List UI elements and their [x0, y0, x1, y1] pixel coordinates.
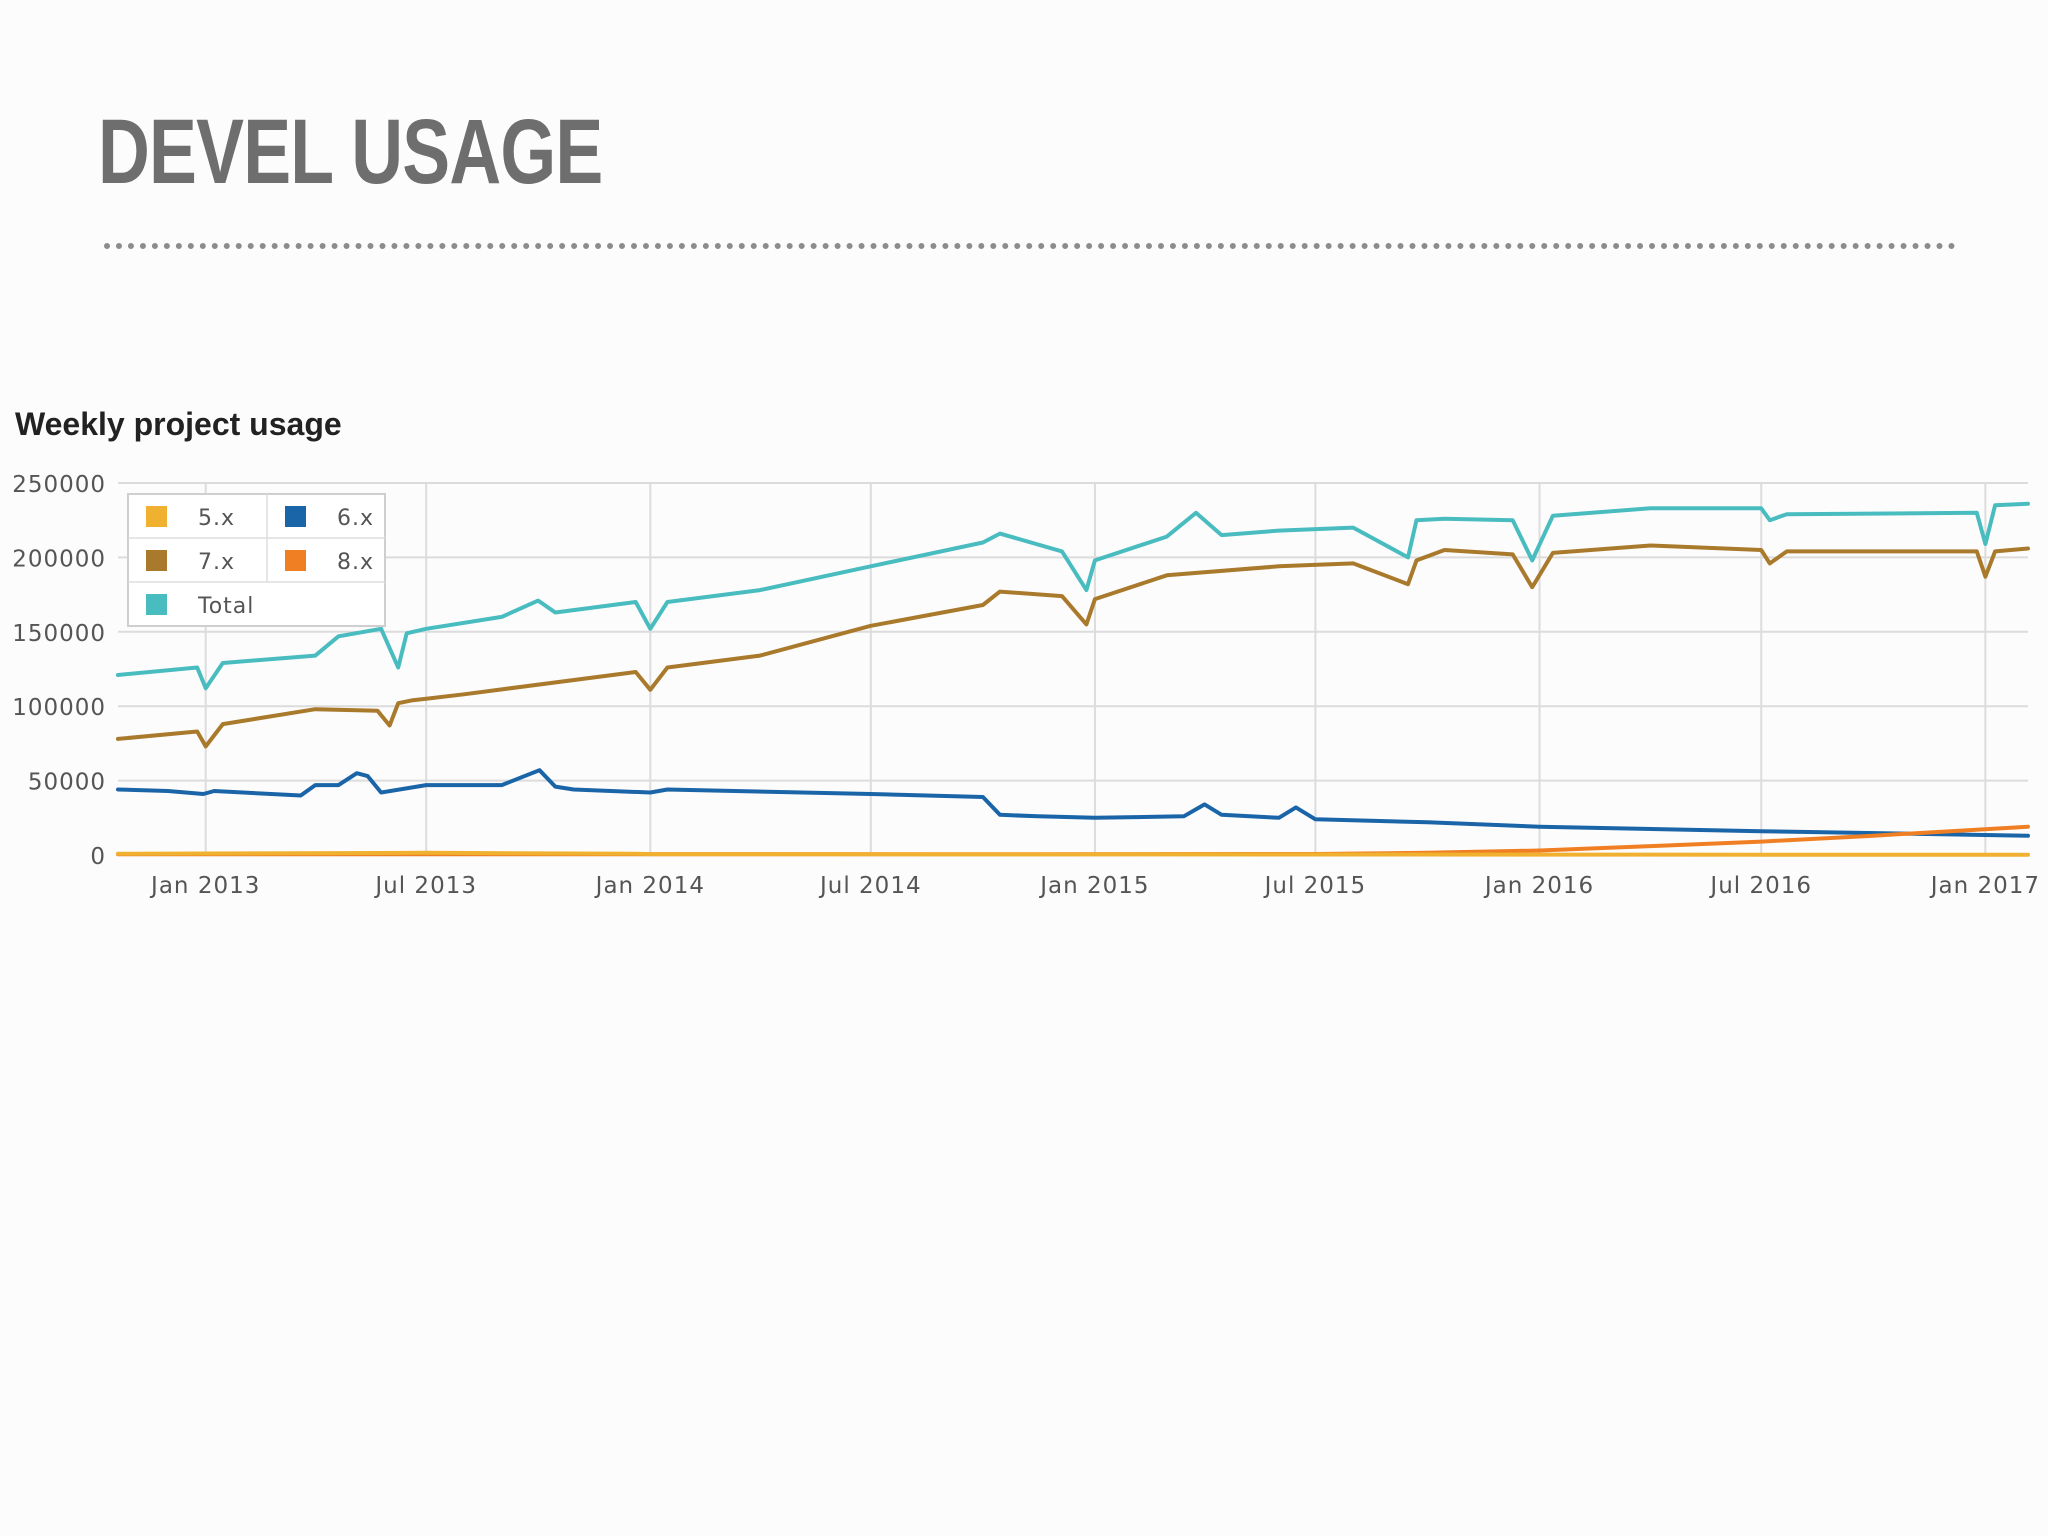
y-tick-label: 150000	[12, 621, 106, 647]
legend-label-6x: 6.x	[337, 506, 374, 531]
x-tick-label: Jan 2014	[594, 873, 705, 899]
x-tick-label: Jul 2016	[1708, 873, 1812, 899]
y-axis: 0 50000 100000 150000 200000 250000	[12, 472, 106, 870]
x-tick-label: Jul 2015	[1263, 873, 1367, 899]
x-tick-label: Jan 2016	[1483, 873, 1594, 899]
y-tick-label: 0	[90, 844, 106, 870]
legend-box	[127, 493, 386, 627]
y-tick-label: 250000	[12, 472, 106, 498]
chart-grid	[118, 482, 2028, 856]
title-divider	[104, 243, 1956, 249]
chart-legend: 5.x 6.x 7.x 8.x Total	[127, 493, 386, 627]
series-line-5x	[116, 850, 2030, 857]
legend-label-8x: 8.x	[337, 550, 374, 575]
legend-label-total: Total	[197, 594, 254, 619]
y-tick-label: 50000	[28, 770, 106, 796]
legend-swatch-5x	[146, 506, 167, 527]
x-tick-label: Jan 2017	[1929, 873, 2040, 899]
x-tick-label: Jan 2015	[1038, 873, 1149, 899]
usage-line-chart: Weekly project usage 0 50000 100000 150000 2…	[12, 406, 2040, 899]
series-layer	[116, 501, 2030, 857]
chart-container: Weekly project usage 0 50000 100000 150000 2…	[0, 390, 2048, 910]
legend-label-7x: 7.x	[198, 550, 235, 575]
series-line-total	[116, 501, 2030, 691]
series-line-7x	[116, 543, 2030, 749]
chart-title: Weekly project usage	[15, 406, 342, 442]
y-tick-label: 200000	[12, 546, 106, 572]
slide-title: DEVEL USAGE	[98, 101, 603, 203]
x-axis: Jan 2013 Jul 2013 Jan 2014 Jul 2014 Jan 2015…	[149, 873, 2040, 899]
legend-swatch-6x	[285, 506, 306, 527]
series-line-6x	[116, 768, 2030, 838]
legend-label-5x: 5.x	[198, 506, 235, 531]
x-tick-label: Jul 2013	[373, 873, 477, 899]
x-tick-label: Jan 2013	[149, 873, 260, 899]
legend-swatch-total	[146, 594, 167, 615]
y-tick-label: 100000	[12, 695, 106, 721]
x-tick-label: Jul 2014	[818, 873, 922, 899]
legend-swatch-8x	[285, 550, 306, 571]
legend-swatch-7x	[146, 550, 167, 571]
